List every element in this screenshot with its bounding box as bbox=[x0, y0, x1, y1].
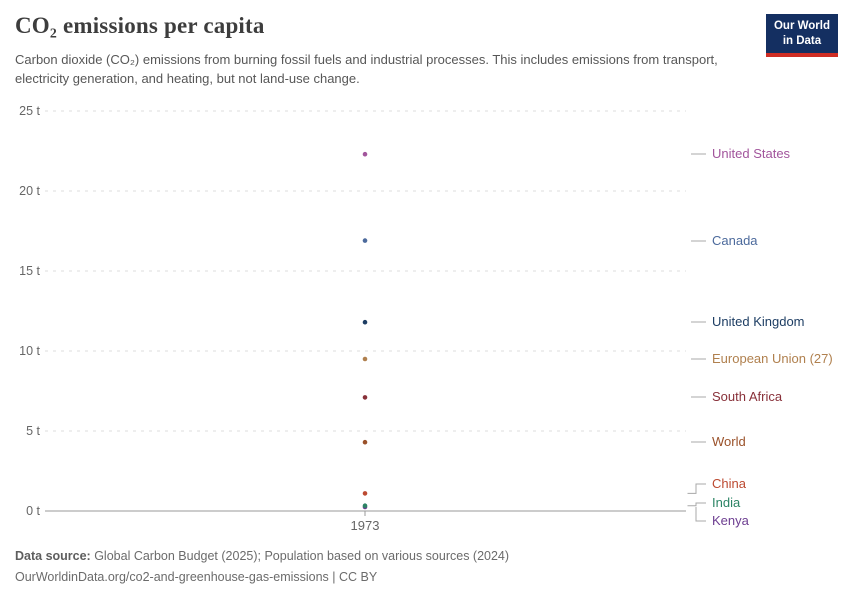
data-point-european-union-27[interactable] bbox=[362, 356, 368, 362]
entity-label-european-union-27[interactable]: European Union (27) bbox=[712, 351, 833, 366]
entity-label-united-kingdom[interactable]: United Kingdom bbox=[712, 314, 805, 329]
entity-label-china[interactable]: China bbox=[712, 476, 746, 491]
owid-url-license-link[interactable]: OurWorldinData.org/co2-and-greenhouse-ga… bbox=[15, 570, 378, 584]
data-source-text: Global Carbon Budget (2025); Population … bbox=[90, 549, 510, 563]
y-axis-tick-0t: 0 t bbox=[26, 504, 40, 518]
y-axis-tick-5t: 5 t bbox=[26, 424, 40, 438]
data-point-india[interactable] bbox=[362, 503, 368, 509]
entity-label-india[interactable]: India bbox=[712, 495, 741, 510]
label-connector-china bbox=[687, 483, 706, 494]
page-title: CO₂ emissions per capita bbox=[15, 13, 265, 38]
entity-label-world[interactable]: World bbox=[712, 434, 746, 449]
data-point-china[interactable] bbox=[362, 491, 368, 496]
x-axis-tick-year: 1973 bbox=[350, 518, 380, 533]
y-axis-tick-15t: 15 t bbox=[19, 264, 40, 278]
owid-logo-line1: Our World bbox=[773, 20, 830, 32]
data-point-kenya[interactable] bbox=[362, 504, 368, 510]
data-source-line: Data source: Global Carbon Budget (2025)… bbox=[15, 546, 509, 567]
chart-subtitle: Carbon dioxide (CO₂) emissions from burn… bbox=[15, 52, 718, 86]
entity-label-united-states[interactable]: United States bbox=[712, 146, 791, 161]
data-point-united-kingdom[interactable] bbox=[362, 319, 368, 325]
label-connector-kenya bbox=[695, 507, 706, 522]
entity-label-kenya[interactable]: Kenya bbox=[712, 513, 749, 528]
y-axis-tick-25t: 25 t bbox=[19, 104, 40, 118]
owid-logo[interactable]: Our World in Data bbox=[765, 14, 838, 57]
y-axis-tick-20t: 20 t bbox=[19, 184, 40, 198]
y-axis-tick-10t: 10 t bbox=[19, 344, 40, 358]
owid-logo-line2: in Data bbox=[782, 34, 822, 47]
data-point-canada[interactable] bbox=[362, 238, 368, 243]
label-connector-india bbox=[687, 502, 706, 507]
entity-label-canada[interactable]: Canada bbox=[712, 233, 758, 248]
entity-label-south-africa[interactable]: South Africa bbox=[712, 389, 783, 404]
chart-footer: Data source: Global Carbon Budget (2025)… bbox=[15, 546, 509, 588]
data-point-south-africa[interactable] bbox=[362, 395, 368, 400]
data-point-united-states[interactable] bbox=[362, 151, 368, 157]
data-point-world[interactable] bbox=[362, 439, 368, 445]
data-source-label: Data source: bbox=[15, 549, 91, 563]
